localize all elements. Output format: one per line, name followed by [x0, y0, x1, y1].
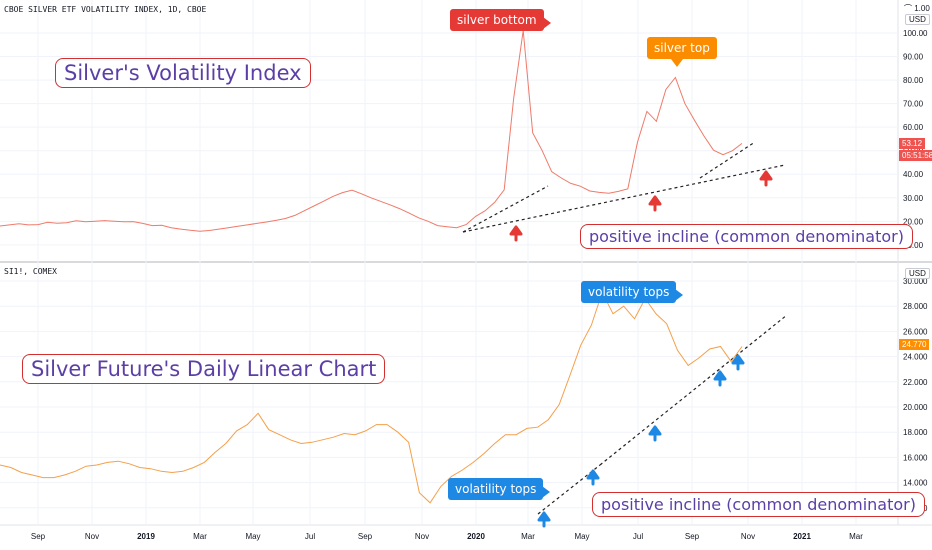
vix-incline-label[interactable]: positive incline (common denominator) — [580, 224, 913, 249]
top-currency-badge[interactable]: USD — [905, 14, 930, 25]
callout-volatility-tops-upper[interactable]: volatility tops — [581, 281, 684, 303]
x-axis-tick-label: Mar — [521, 532, 535, 541]
bottom-currency-badge[interactable]: USD — [905, 268, 930, 279]
blue-up-arrow-2 — [586, 469, 600, 486]
blue-up-arrow-1 — [537, 511, 551, 528]
axis-top-value: 1.00 — [914, 4, 930, 13]
x-axis-tick-label: 2019 — [137, 532, 155, 541]
red-up-arrow-3 — [759, 170, 773, 187]
silver-series-line — [0, 290, 743, 504]
axis-tick-label-bottom: 28.000 — [903, 302, 928, 311]
trendline-vix-1[interactable] — [462, 185, 549, 233]
axis-tick-label-top: 40.00 — [903, 170, 924, 179]
x-axis-tick-label: Mar — [193, 532, 207, 541]
axis-tick-label-bottom: 18.000 — [903, 428, 928, 437]
callout-tail — [542, 486, 551, 498]
axis-tick-label-top: 30.00 — [903, 194, 924, 203]
callout-silver-bottom-text: silver bottom — [457, 13, 537, 27]
trendline-silver-1[interactable] — [537, 464, 601, 515]
x-axis-tick-label: Sep — [358, 532, 373, 541]
x-axis-tick-label: Nov — [85, 532, 99, 541]
trendline-vix-3[interactable] — [699, 141, 756, 179]
axis-tick-label-top: 70.00 — [903, 100, 924, 109]
silver-incline-label[interactable]: positive incline (common denominator) — [592, 492, 925, 517]
axis-tick-label-bottom: 14.000 — [903, 479, 928, 488]
axis-top-label: ⌒ 1.00 — [904, 3, 930, 14]
axis-tick-label-top: 20.00 — [903, 217, 924, 226]
callout-tail — [675, 289, 684, 301]
top-pane-title[interactable]: CBOE SILVER ETF VOLATILITY INDEX, 1D, CB… — [4, 5, 207, 14]
callout-silver-top[interactable]: silver top — [647, 37, 717, 67]
x-axis-tick-label: Sep — [31, 532, 46, 541]
x-axis-tick-label: Nov — [741, 532, 755, 541]
red-up-arrow-1 — [509, 225, 523, 242]
callout-tail — [671, 59, 683, 67]
trendlines — [462, 141, 788, 515]
x-axis-tick-label: Sep — [685, 532, 700, 541]
x-axis-tick-label: Nov — [415, 532, 429, 541]
x-axis-tick-label: Jul — [305, 532, 315, 541]
callout-tail — [542, 17, 551, 29]
axis-tick-label-bottom: 30.000 — [903, 277, 928, 286]
bottom-pane-title[interactable]: SI1!, COMEX — [4, 267, 57, 276]
vix-price-tag: 53.12 — [899, 138, 926, 149]
x-axis-tick-label: May — [574, 532, 589, 541]
axis-tick-label-top: 90.00 — [903, 53, 924, 62]
callout-volatility-tops-lower-text: volatility tops — [455, 482, 537, 496]
callout-silver-bottom[interactable]: silver bottom — [450, 9, 551, 31]
axis-tick-label-bottom: 26.000 — [903, 327, 928, 336]
axis-tick-label-top: 80.00 — [903, 76, 924, 85]
axis-tick-label-bottom: 16.000 — [903, 453, 928, 462]
axis-tick-label-bottom: 24.000 — [903, 353, 928, 362]
x-axis-tick-label: May — [245, 532, 260, 541]
vix-time-tag: 05:51:58 — [899, 150, 932, 161]
vix-series-line — [0, 30, 743, 232]
axis-tick-label-bottom: 20.000 — [903, 403, 928, 412]
vix-chart-label[interactable]: Silver's Volatility Index — [55, 58, 311, 88]
x-axis-tick-label: Jul — [633, 532, 643, 541]
axis-tick-label-top: 60.00 — [903, 123, 924, 132]
silver-chart-label[interactable]: Silver Future's Daily Linear Chart — [22, 354, 386, 384]
callout-silver-top-text: silver top — [654, 41, 710, 55]
callout-volatility-tops-upper-text: volatility tops — [588, 285, 670, 299]
axis-tick-label-bottom: 22.000 — [903, 378, 928, 387]
arrows — [509, 170, 773, 528]
blue-up-arrow-5 — [731, 354, 745, 371]
x-axis-tick-label: 2020 — [467, 532, 485, 541]
x-axis-tick-label: Mar — [849, 532, 863, 541]
trendline-silver-2[interactable] — [599, 314, 788, 466]
axis-tick-label-top: 10.00 — [903, 241, 924, 250]
red-up-arrow-2 — [648, 195, 662, 212]
callout-volatility-tops-lower[interactable]: volatility tops — [448, 478, 551, 500]
trendline-vix-2[interactable] — [462, 164, 786, 233]
x-axis-tick-label: 2021 — [793, 532, 811, 541]
axis-tick-label-top: 100.00 — [903, 29, 928, 38]
blue-up-arrow-3 — [648, 425, 662, 442]
blue-up-arrow-4 — [713, 370, 727, 387]
scale-icon: ⌒ — [904, 4, 912, 13]
silver-price-tag: 24.770 — [899, 339, 930, 350]
